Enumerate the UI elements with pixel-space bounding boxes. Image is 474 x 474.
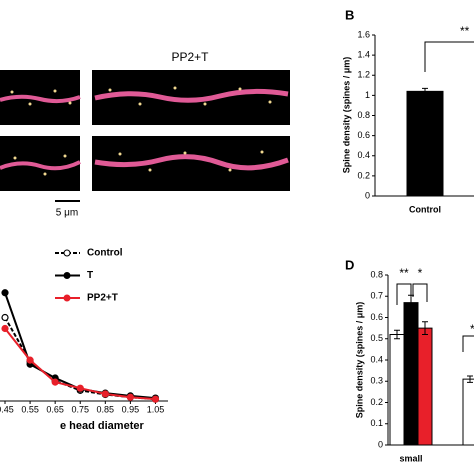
bar (462, 378, 474, 446)
dendrite (94, 154, 289, 171)
x-tick-label: 0.85 (97, 404, 115, 414)
bar (417, 327, 433, 446)
y-tick-label: 0.1 (370, 418, 383, 428)
annotation: ** (460, 24, 470, 38)
legend-marker (63, 249, 71, 257)
legend-label: Control (87, 248, 123, 259)
error-bar (467, 375, 473, 383)
micrograph (92, 70, 290, 125)
bar (389, 334, 405, 446)
significance-bracket (396, 283, 428, 305)
significance-bracket (462, 335, 474, 352)
point (26, 356, 34, 364)
y-tick-label: 0.8 (357, 110, 370, 120)
y-tick-label: 1 (365, 90, 370, 100)
y-axis-label: Spine density (spines / μm) (354, 302, 364, 419)
y-tick-label: 0.6 (370, 312, 383, 322)
point (1, 324, 9, 333)
y-axis-label: Spine density (spines / μm) (341, 57, 351, 174)
point (1, 289, 9, 297)
point (151, 395, 160, 403)
image-title: PP2+T (171, 50, 209, 64)
scale-bar-label: 5 μm (56, 208, 78, 219)
legend-marker (63, 294, 71, 302)
y-tick-label: 0.4 (370, 354, 383, 364)
y-tick-label: 0 (378, 439, 383, 449)
dendrite (94, 88, 289, 103)
spines (10, 86, 272, 176)
series-line (4, 292, 156, 400)
legend-label: T (87, 270, 93, 281)
dendrite (0, 160, 81, 171)
dendrite (0, 94, 81, 104)
y-tick-label: 1.2 (357, 70, 370, 80)
x-tick-label: small (399, 453, 422, 463)
y-tick-label: 0.6 (357, 130, 370, 140)
panel-label: D (345, 257, 354, 272)
significance-bracket (424, 41, 474, 72)
point (51, 378, 59, 386)
y-tick-label: 0.2 (357, 170, 370, 180)
y-tick-label: 1.6 (357, 29, 370, 39)
x-tick-label: 0.75 (71, 404, 89, 414)
error-bar (394, 329, 400, 340)
bar (406, 90, 444, 197)
micrographs: PP2+T 5 μm (0, 50, 290, 219)
error-bar (422, 87, 428, 95)
point (1, 313, 9, 322)
x-tick-label: 0.45 (0, 404, 14, 414)
y-tick-label: 0.7 (370, 291, 383, 301)
x-tick-label: 0.95 (122, 404, 140, 414)
y-tick-label: 0.4 (357, 150, 370, 160)
legend-marker (63, 272, 71, 279)
annotation: * (418, 266, 423, 280)
annotation: * (470, 322, 474, 336)
x-tick-label: 1.05 (147, 404, 165, 414)
x-tick-label: 0.65 (46, 404, 64, 414)
y-tick-label: 0.3 (370, 376, 383, 386)
y-tick-label: 0.8 (370, 269, 383, 279)
x-tick-label: Control (409, 204, 441, 214)
legend-label: PP2+T (87, 293, 118, 304)
error-bar (422, 321, 428, 335)
point (76, 384, 84, 392)
bar (403, 302, 419, 446)
y-tick-label: 0.5 (370, 333, 383, 343)
point (126, 393, 134, 401)
y-tick-label: 1.4 (357, 50, 370, 60)
annotation: ** (399, 266, 409, 280)
x-tick-label: 0.55 (21, 404, 39, 414)
x-axis-label: e head diameter (60, 420, 144, 432)
y-tick-label: 0.2 (370, 397, 383, 407)
panel-label: B (345, 7, 354, 22)
y-tick-label: 0 (365, 190, 370, 200)
point (101, 390, 109, 398)
